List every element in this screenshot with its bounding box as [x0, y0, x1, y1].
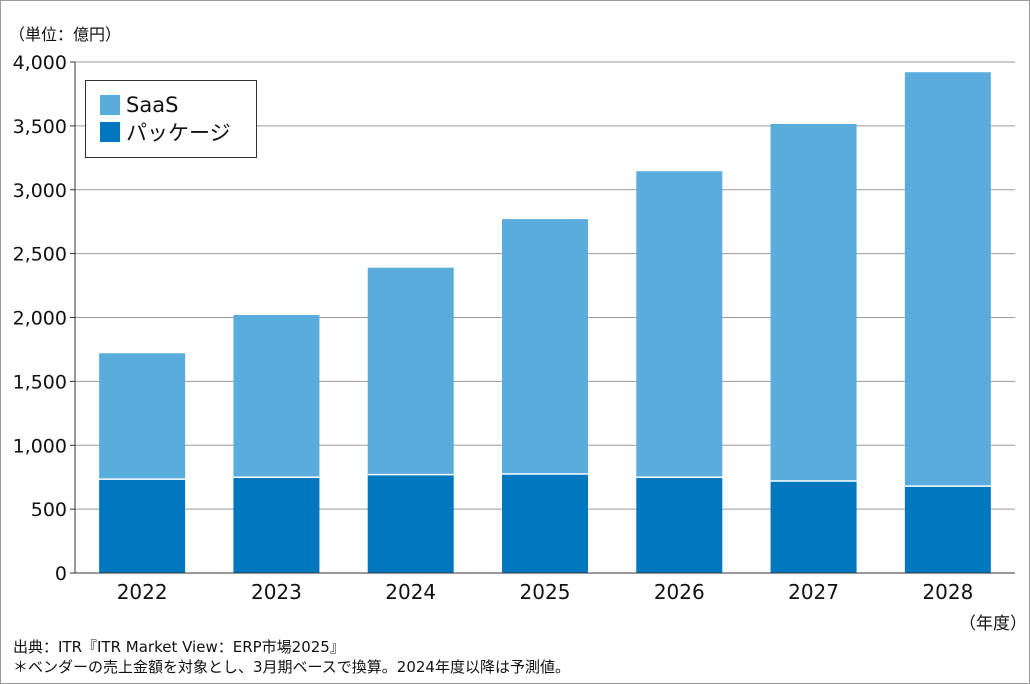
bar-saas-2022: [99, 353, 186, 480]
y-tick-label: 1,000: [13, 435, 67, 457]
y-tick-label: 4,000: [13, 52, 67, 74]
legend-label-saas: SaaS: [126, 93, 179, 117]
bar-saas-2025: [502, 219, 588, 474]
footnote-text: ＊ベンダーの売上金額を対象とし、3月期ベースで換算。2024年度以降は予測値。: [13, 658, 570, 676]
y-tick-label: 2,000: [13, 308, 67, 330]
x-tick-label-2024: 2024: [385, 580, 436, 604]
y-tick-label: 2,500: [13, 244, 67, 266]
x-tick-label-2023: 2023: [251, 580, 302, 604]
x-tick-label-2028: 2028: [922, 580, 973, 604]
bar-saas-2024: [367, 267, 454, 475]
bar-saas-2027: [770, 123, 857, 482]
legend: SaaS パッケージ: [85, 80, 257, 158]
bar-package-2026: [636, 477, 723, 573]
y-tick-label: 1,500: [13, 371, 67, 393]
y-tick-label: 500: [31, 499, 67, 521]
y-tick-label: 0: [55, 563, 67, 585]
bar-package-2024: [367, 474, 454, 573]
bar-package-2022: [99, 479, 186, 573]
bar-saas-2026: [636, 171, 723, 478]
x-tick-label-2026: 2026: [654, 580, 705, 604]
legend-swatch-package: [100, 122, 120, 142]
source-text: 出典：ITR『ITR Market View：ERP市場2025』: [13, 638, 345, 656]
y-tick-label: 3,000: [13, 180, 67, 202]
x-axis-unit-label: （年度）: [959, 614, 1027, 634]
y-tick-label: 3,500: [13, 116, 67, 138]
bar-saas-2028: [904, 72, 991, 487]
x-tick-label-2025: 2025: [520, 580, 571, 604]
legend-entry-saas: SaaS: [100, 93, 178, 117]
legend-entry-package: パッケージ: [100, 120, 231, 145]
bar-package-2023: [233, 477, 320, 573]
legend-label-package: パッケージ: [126, 121, 231, 145]
x-tick-label-2027: 2027: [788, 580, 839, 604]
x-tick-label-2022: 2022: [117, 580, 168, 604]
bar-package-2027: [770, 481, 857, 573]
bar-package-2025: [502, 473, 588, 573]
legend-swatch-saas: [100, 95, 120, 115]
y-axis-unit-label: （単位：億円）: [9, 25, 122, 44]
bar-package-2028: [904, 486, 991, 573]
bar-saas-2023: [233, 314, 320, 478]
